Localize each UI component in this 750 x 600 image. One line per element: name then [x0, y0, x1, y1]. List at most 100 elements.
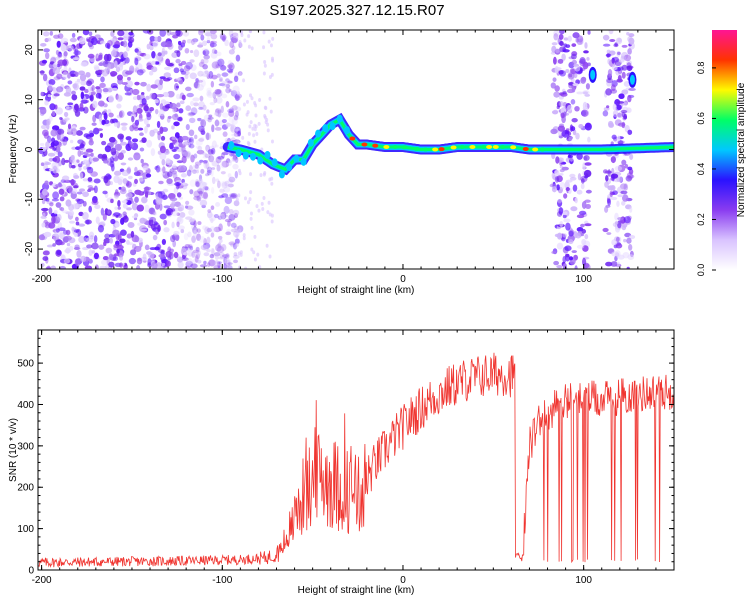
noise-speck [171, 113, 179, 121]
noise-speck [119, 238, 126, 244]
noise-speck [203, 237, 207, 246]
noise-speck [229, 33, 234, 42]
noise-speck [60, 133, 65, 140]
noise-speck [122, 40, 128, 48]
noise-speck [226, 121, 230, 128]
noise-speck [122, 203, 128, 209]
noise-speck [203, 252, 210, 257]
noise-speck [147, 258, 152, 266]
noise-speck [214, 126, 222, 131]
noise-speck [99, 40, 106, 45]
noise-speck [109, 181, 113, 186]
noise-speck [186, 169, 192, 177]
noise-speck [48, 83, 54, 91]
noise-speck [218, 256, 225, 260]
noise-speck [88, 249, 93, 256]
noise-speck [100, 259, 108, 266]
noise-speck [217, 109, 222, 118]
noise-speck [151, 262, 158, 269]
noise-speck [46, 37, 52, 42]
noise-speck [173, 251, 179, 259]
noise-speck [110, 50, 117, 57]
noise-speck [156, 35, 162, 43]
noise-speck [71, 188, 78, 194]
noise-speck [60, 37, 69, 44]
noise-speck [65, 105, 70, 110]
noise-speck [93, 178, 101, 184]
noise-speck [73, 50, 81, 56]
noise-speck [76, 198, 85, 204]
noise-speck [154, 109, 159, 115]
noise-speck [114, 143, 123, 151]
snr-xlabel: Height of straight line (km) [298, 585, 415, 596]
noise-speck [86, 166, 92, 170]
noise-speck [87, 53, 95, 59]
noise-speck [183, 233, 189, 241]
noise-speck [233, 259, 238, 264]
noise-speck [188, 117, 196, 124]
noise-speck [88, 139, 94, 146]
noise-speck [40, 124, 47, 130]
noise-speck [148, 216, 154, 220]
noise-speck [191, 235, 196, 243]
noise-speck [141, 137, 147, 143]
noise-speck [217, 242, 222, 249]
noise-speck [165, 209, 172, 216]
noise-speck [173, 146, 179, 150]
noise-speck [136, 50, 142, 56]
noise-speck [142, 253, 147, 260]
noise-speck [96, 73, 102, 78]
noise-speck [207, 117, 212, 123]
noise-speck [200, 192, 208, 199]
noise-speck [60, 83, 65, 90]
noise-speck [159, 152, 167, 160]
noise-speck [209, 101, 215, 106]
noise-speck [60, 207, 65, 212]
noise-speck [98, 244, 105, 250]
noise-speck [213, 252, 221, 257]
noise-speck [134, 196, 139, 203]
noise-speck [84, 265, 93, 269]
noise-speck [220, 171, 226, 175]
noise-speck [211, 140, 217, 149]
noise-speck [225, 83, 231, 89]
noise-speck [234, 212, 239, 219]
noise-speck [205, 173, 210, 177]
noise-speck [106, 209, 112, 216]
noise-speck [199, 95, 204, 102]
noise-speck [181, 94, 186, 101]
noise-speck [108, 95, 115, 103]
noise-speck [187, 112, 195, 117]
noise-speck [157, 55, 164, 64]
noise-speck [40, 162, 45, 167]
noise-speck [228, 70, 233, 74]
noise-speck [186, 258, 193, 263]
noise-speck [143, 105, 150, 112]
noise-speck [62, 210, 69, 214]
noise-speck [185, 86, 192, 92]
noise-speck [95, 216, 100, 225]
noise-speck [119, 58, 124, 62]
noise-speck [117, 133, 125, 140]
noise-speck [215, 108, 222, 114]
noise-speck [203, 260, 207, 265]
noise-speck [199, 159, 204, 163]
noise-speck [198, 30, 205, 34]
noise-speck [55, 49, 60, 56]
noise-speck [76, 250, 82, 258]
noise-speck [165, 158, 171, 164]
noise-speck [153, 221, 158, 226]
noise-speck [159, 76, 166, 80]
noise-speck [220, 152, 226, 159]
noise-speck [159, 203, 163, 211]
noise-speck [223, 186, 231, 193]
noise-speck [113, 243, 120, 248]
noise-speck [233, 225, 240, 231]
noise-speck [86, 236, 94, 243]
noise-speck [85, 219, 90, 225]
noise-speck [232, 37, 238, 44]
noise-speck [48, 222, 56, 229]
noise-speck [158, 249, 166, 253]
noise-speck [205, 132, 210, 141]
noise-speck [131, 202, 138, 211]
